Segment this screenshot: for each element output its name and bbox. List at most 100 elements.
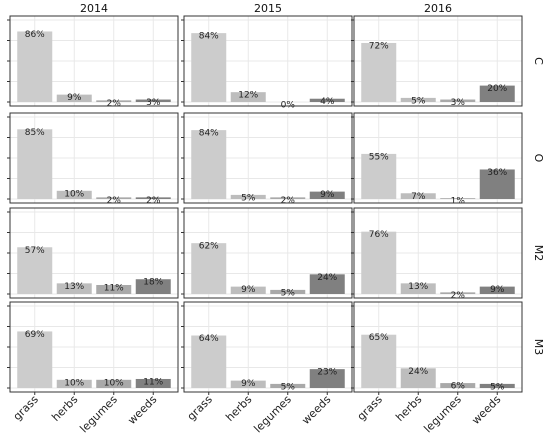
bar-label-M2-2014-herbs: 13%: [64, 282, 84, 292]
bar-label-M3-2016-herbs: 24%: [408, 367, 428, 377]
bar-M2-2016-herbs: [400, 283, 436, 294]
bar-C-2016-grass: [361, 42, 397, 102]
x-label-2014-herbs: herbs: [49, 393, 80, 424]
bar-label-M2-2014-grass: 57%: [25, 246, 45, 256]
bar-label-O-2014-grass: 85%: [25, 128, 45, 138]
bar-label-M3-2015-legumes: 5%: [281, 382, 296, 392]
bar-label-M2-2015-legumes: 5%: [281, 288, 296, 298]
bar-O-2016-grass: [361, 153, 397, 199]
bar-C-2014-grass: [17, 31, 53, 103]
bar-label-O-2015-grass: 84%: [199, 129, 219, 139]
x-label-2015-herbs: herbs: [223, 393, 254, 424]
bar-O-2015-herbs: [230, 194, 266, 199]
bar-M3-2015-grass: [191, 335, 227, 388]
bar-M2-2015-grass: [191, 243, 227, 294]
bar-M3-2016-grass: [361, 334, 397, 388]
chart-panels: 86%9%2% 3%84%12%0% 4%72%5% 3%20%85%10%2% 2%8…: [7, 15, 523, 395]
bar-label-O-2014-weeds: 2%: [146, 196, 161, 206]
row-header-C: C: [532, 57, 545, 65]
bar-C-2014-herbs: [56, 94, 92, 102]
bar-M3-2016-legumes: [440, 383, 476, 388]
panel-border: [9, 112, 179, 204]
column-headers: 2014 2015 2016: [80, 2, 452, 15]
bar-M2-2015-herbs: [230, 286, 266, 294]
bar-M3-2016-herbs: [400, 368, 436, 388]
x-label-2014-weeds: weeds: [125, 393, 159, 427]
bar-M2-2016-weeds: [479, 286, 515, 294]
bar-label-O-2016-grass: 55%: [369, 152, 389, 162]
bar-O-2014-herbs: [56, 190, 92, 199]
bar-O-2014-grass: [17, 129, 53, 199]
bar-label-C-2015-herbs: 12%: [238, 91, 258, 101]
panel-O-2016: 55% 7% 1% 36%: [351, 112, 523, 207]
bar-label-M2-2016-legumes: 2%: [451, 291, 466, 301]
bar-C-2014-weeds: [135, 99, 171, 102]
bar-label-M3-2014-legumes: 10%: [104, 378, 124, 388]
column-header-2015: 2015: [254, 2, 282, 15]
panel-M2-2015: 62% 9% 5% 24%: [181, 207, 353, 299]
x-label-2015-weeds: weeds: [299, 393, 333, 427]
bar-label-M2-2014-legumes: 11%: [104, 283, 124, 293]
panel-O-2014: 85% 10% 2% 2%: [7, 112, 179, 206]
panel-M3-2014: 69% 10% 10% 11%: [7, 301, 179, 395]
bar-C-2015-grass: [191, 33, 227, 103]
x-label-2014-grass: grass: [11, 393, 41, 423]
bar-label-M3-2015-herbs: 9%: [241, 379, 256, 389]
bar-label-O-2014-herbs: 10%: [64, 189, 84, 199]
bar-M3-2014-legumes: [96, 379, 132, 388]
bar-O-2015-grass: [191, 130, 227, 199]
bar-C-2016-herbs: [400, 97, 436, 102]
bar-label-O-2015-herbs: 5%: [241, 193, 256, 203]
bar-M2-2014-grass: [17, 247, 53, 294]
bar-M3-2014-weeds: [135, 378, 171, 388]
bar-label-M2-2015-grass: 62%: [199, 242, 219, 252]
x-label-2016-grass: grass: [355, 393, 385, 423]
row-header-O: O: [532, 154, 545, 163]
bar-label-M3-2016-grass: 65%: [369, 333, 389, 343]
bar-label-C-2016-weeds: 20%: [487, 84, 507, 94]
x-label-2015-grass: grass: [185, 393, 215, 423]
panel-M2-2016: 76% 13% 2% 9%: [351, 207, 523, 301]
bar-O-2016-weeds: [479, 169, 515, 199]
bar-label-C-2016-herbs: 5%: [411, 96, 426, 106]
bar-label-C-2014-grass: 86%: [25, 30, 45, 40]
bar-label-O-2015-weeds: 9%: [320, 190, 335, 200]
bar-label-M2-2014-weeds: 18%: [143, 278, 163, 288]
bar-label-M2-2016-grass: 76%: [369, 230, 389, 240]
bar-label-C-2016-legumes: 3%: [451, 98, 466, 108]
bar-M2-2014-legumes: [96, 284, 132, 294]
bar-O-2015-weeds: [309, 191, 345, 199]
bar-label-M3-2014-herbs: 10%: [64, 378, 84, 388]
bar-C-2016-weeds: [479, 85, 515, 102]
bar-M3-2015-herbs: [230, 380, 266, 388]
bar-M2-2014-weeds: [135, 279, 171, 294]
bar-M2-2014-herbs: [56, 283, 92, 294]
panel-M3-2015: 64% 9% 5% 23%: [181, 301, 353, 395]
bar-O-2014-legumes: [96, 197, 132, 199]
bar-O-2016-herbs: [400, 193, 436, 199]
panel-border: [9, 301, 179, 393]
bar-O-2014-weeds: [135, 197, 171, 199]
x-label-2016-weeds: weeds: [469, 393, 503, 427]
bar-label-M3-2015-grass: 64%: [199, 334, 219, 344]
bar-label-O-2016-weeds: 36%: [487, 168, 507, 178]
column-header-2014: 2014: [80, 2, 108, 15]
bar-C-2015-herbs: [230, 92, 266, 102]
bar-label-O-2016-legumes: 1%: [451, 197, 466, 207]
bar-label-M3-2016-legumes: 6%: [451, 382, 466, 392]
x-label-2016-legumes: legumes: [421, 393, 464, 436]
bar-label-M3-2014-grass: 69%: [25, 330, 45, 340]
bar-M2-2015-weeds: [309, 274, 345, 294]
bar-label-O-2014-legumes: 2%: [107, 196, 122, 206]
bar-label-M2-2015-herbs: 9%: [241, 285, 256, 295]
bar-M3-2014-grass: [17, 331, 53, 388]
bar-M2-2016-legumes: [440, 292, 476, 294]
row-header-M3: M3: [532, 339, 545, 356]
panel-O-2015: 84% 5% 2% 9%: [181, 112, 353, 206]
bar-label-M3-2016-weeds: 5%: [490, 382, 505, 392]
panel-M2-2014: 57% 13% 11% 18%: [7, 207, 179, 299]
bar-M3-2015-weeds: [309, 369, 345, 388]
bar-O-2016-legumes: [440, 198, 476, 199]
row-header-M2: M2: [532, 245, 545, 262]
